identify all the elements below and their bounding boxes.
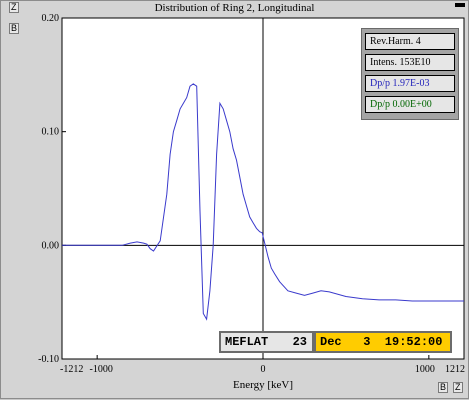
x-tick-label: -1212 (60, 364, 83, 375)
series-line (62, 83, 464, 321)
timestamp-status: Dec 3 19:52:00 (314, 331, 452, 353)
x-tick-label: 0 (261, 364, 266, 375)
options-button-top[interactable]: B (9, 23, 20, 34)
window-title: Distribution of Ring 2, Longitudinal (154, 2, 315, 14)
y-tick-label: 0.00 (42, 240, 60, 251)
zoom-button[interactable]: Z (9, 2, 19, 13)
x-tick-label: -1000 (89, 364, 112, 375)
dpp-blue-field: Dp/p 1.97E-03 (365, 75, 455, 92)
y-tick-label: 0.20 (42, 13, 60, 24)
y-tick-label: -0.10 (38, 354, 59, 365)
rev-harm-field: Rev.Harm. 4 (365, 33, 455, 50)
cycle-number: 23 (292, 335, 307, 349)
y-tick-label: 0.10 (42, 127, 60, 138)
cycle-status: MEFLAT 23 (219, 331, 314, 353)
dpp-green-field: Dp/p 0.00E+00 (365, 96, 455, 113)
x-tick-label: 1000 (415, 364, 435, 375)
minimize-icon[interactable] (455, 3, 465, 7)
intensity-field: Intens. 153E10 (365, 54, 455, 71)
title-bar: Z Distribution of Ring 2, Longitudinal (1, 1, 468, 15)
options-button-bottom[interactable]: B (438, 382, 449, 393)
x-tick-label: 1212 (445, 364, 465, 375)
zoom-button-bottom[interactable]: Z (453, 382, 463, 393)
cycle-name: MEFLAT (225, 335, 269, 349)
timestamp: Dec 3 19:52:00 (320, 335, 443, 349)
x-axis-label: Energy [keV] (233, 379, 293, 391)
